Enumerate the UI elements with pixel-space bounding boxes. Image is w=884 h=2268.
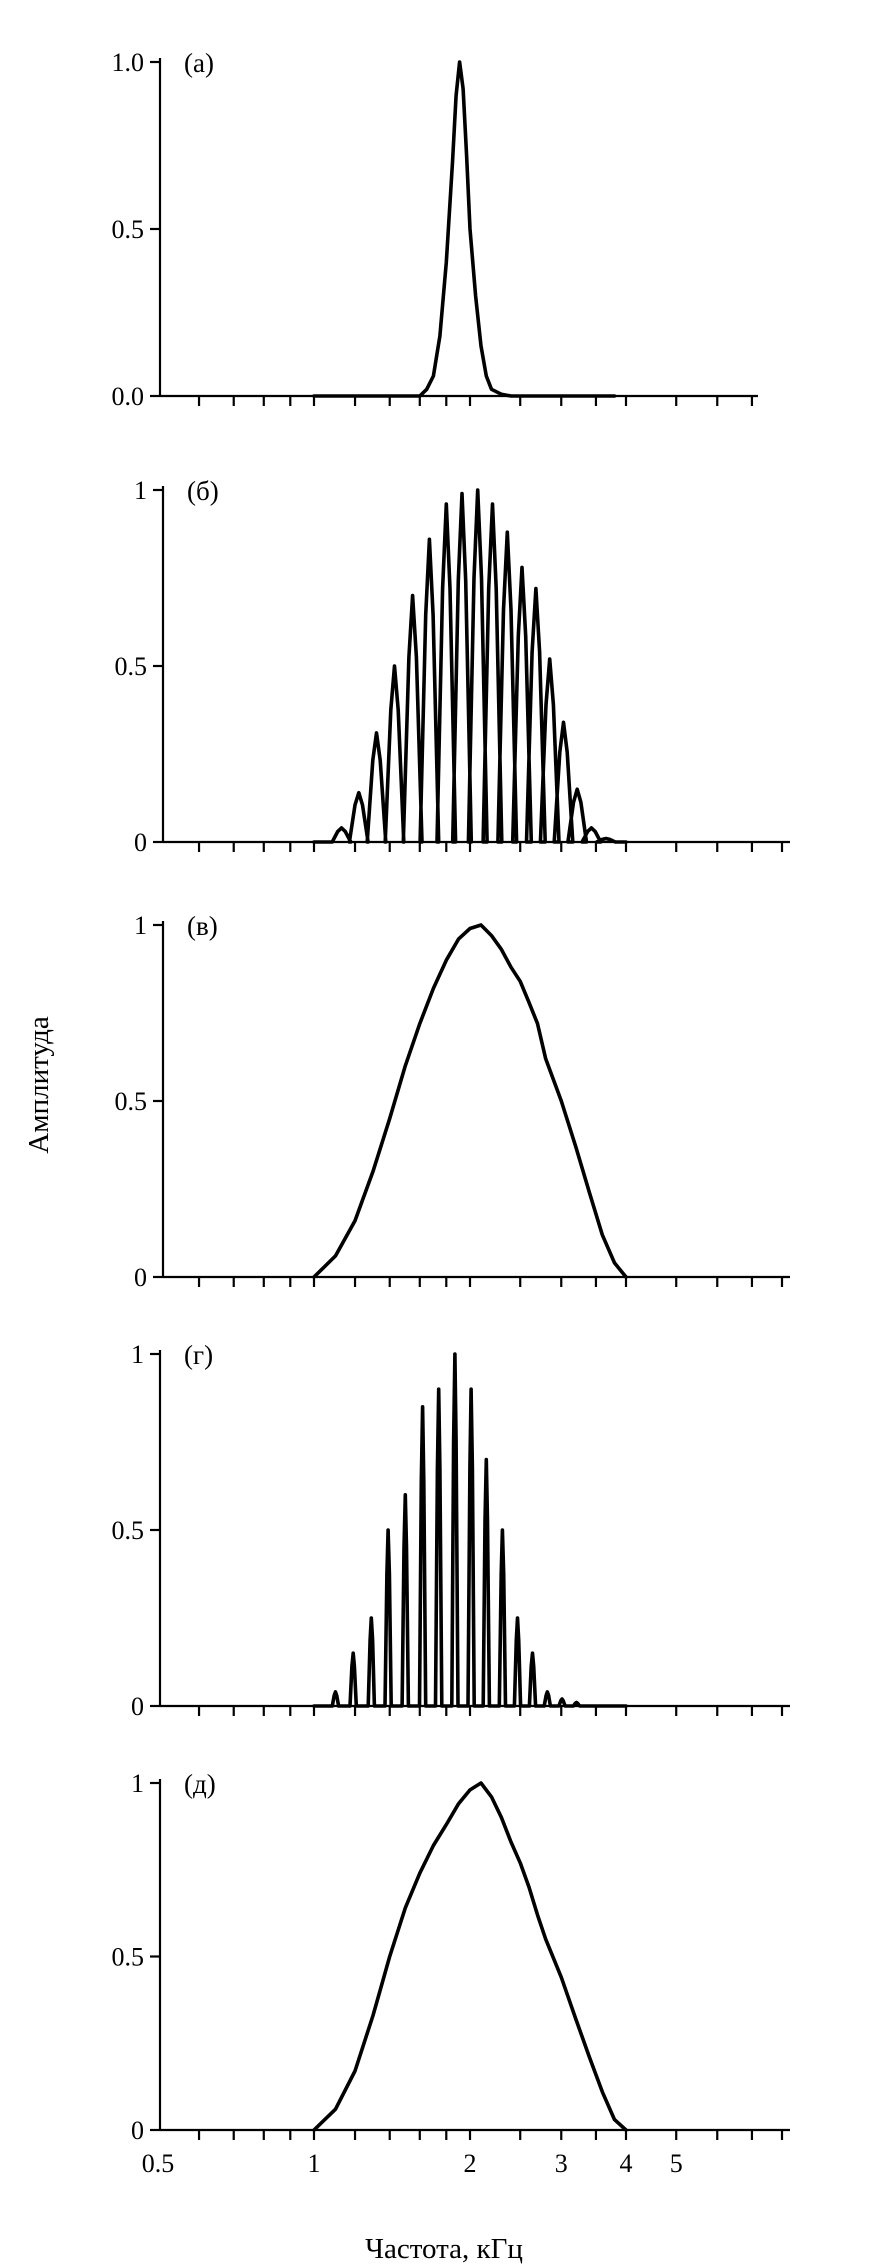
y-tick-label: 0.5 xyxy=(112,215,145,244)
x-tick-label: 4 xyxy=(620,2149,633,2178)
y-tick-label: 1.0 xyxy=(112,48,145,77)
y-axis-title: Амплитуда xyxy=(23,1016,55,1154)
y-tick-label: 1 xyxy=(131,1769,144,1798)
y-tick-label: 0 xyxy=(131,1692,144,1721)
y-tick-label: 0.5 xyxy=(112,1943,145,1972)
series-line xyxy=(312,60,617,398)
panel-2: 0 0.5 1 (б) xyxy=(115,476,790,857)
y-tick-label: 0 xyxy=(134,828,147,857)
series-line xyxy=(312,488,628,844)
panel-5: 0 0.5 1 0.5 1 2 3 4 5 (д) xyxy=(112,1769,790,2178)
y-tick-label: 1 xyxy=(134,476,147,505)
panel-label: (г) xyxy=(184,1340,213,1370)
series-line xyxy=(312,923,628,1279)
x-tick-label: 1 xyxy=(308,2149,321,2178)
panel-3: 0 0.5 1 (в) xyxy=(115,911,790,1292)
x-tick-label: 0.5 xyxy=(142,2149,175,2178)
x-tick-label: 3 xyxy=(555,2149,568,2178)
y-tick-label: 1 xyxy=(131,1340,144,1369)
series-line xyxy=(312,1781,628,2132)
y-tick-label: 0 xyxy=(131,2116,144,2145)
y-tick-label: 0.5 xyxy=(115,652,148,681)
series-line xyxy=(312,1352,628,1708)
panel-label: (а) xyxy=(184,48,214,78)
x-tick-label: 5 xyxy=(670,2149,683,2178)
y-tick-label: 0 xyxy=(134,1263,147,1292)
panel-label: (б) xyxy=(187,476,219,506)
y-tick-label: 1 xyxy=(134,911,147,940)
y-tick-label: 0.5 xyxy=(115,1087,148,1116)
panel-4: 0 0.5 1 (г) xyxy=(112,1340,790,1721)
x-axis-title: Частота, кГц xyxy=(365,2233,523,2265)
panel-label: (д) xyxy=(184,1769,216,1799)
y-tick-label: 0.0 xyxy=(112,382,145,411)
x-tick-label: 2 xyxy=(464,2149,477,2178)
panel-1: 0.0 0.5 1.0 (а) xyxy=(112,48,758,411)
panels: 0.0 0.5 1.0 (а) 0 0.5 1 (б) 0 0.5 1 (в) 0 0.5 1 (г) 0 0.5… xyxy=(112,48,790,2178)
panel-label: (в) xyxy=(187,911,218,941)
y-tick-label: 0.5 xyxy=(112,1516,145,1545)
